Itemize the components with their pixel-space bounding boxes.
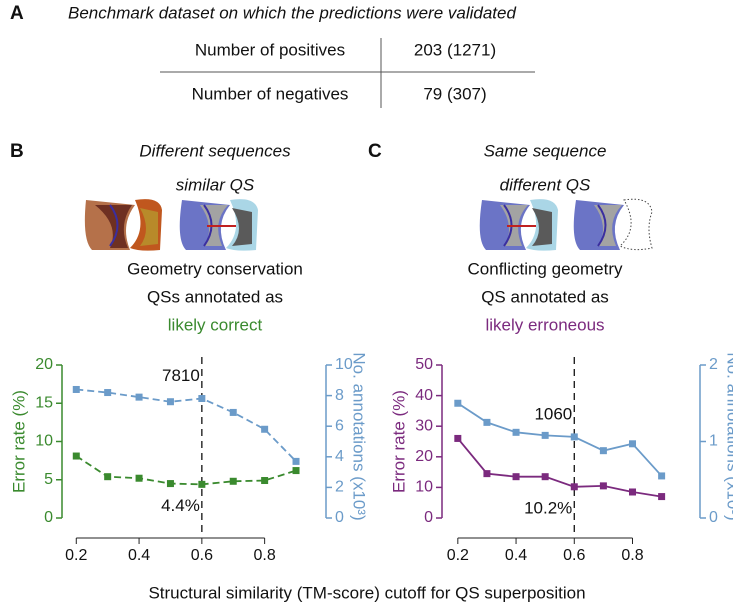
marker [512,473,520,481]
caption: QSs annotated as [147,287,283,306]
marker [483,418,491,426]
y-axis-title: Error rate (%) [9,390,28,493]
marker [454,399,462,407]
marker [629,440,637,448]
x-tick-label: 0.4 [505,547,527,564]
table-cell: Number of negatives [192,84,349,103]
x-tick-label: 0.2 [447,547,469,564]
y2-tick-label: 2 [709,356,718,373]
heading: Same sequence [484,141,607,160]
marker [599,482,607,490]
annotation: 1060 [534,404,572,423]
marker [229,477,237,485]
y2-tick-label: 6 [335,417,344,434]
marker [229,408,237,416]
marker [261,477,269,485]
marker [166,398,174,406]
caption: Conflicting geometry [468,259,623,278]
marker [629,488,637,496]
marker [198,480,206,488]
annotation: 4.4% [161,496,200,515]
marker [292,467,300,475]
y2-tick-label: 2 [335,479,344,496]
heading: similar QS [176,175,255,194]
icon [84,199,258,251]
y-tick-label: 10 [415,479,433,496]
marker [570,433,578,441]
x-tick-label: 0.6 [563,547,585,564]
y-tick-label: 0 [44,509,53,526]
x-tick-label: 0.6 [191,547,213,564]
y2-tick-label: 8 [335,387,344,404]
y2-axis-title: No. annotations (x10³) [350,352,369,520]
y-tick-label: 30 [415,417,433,434]
marker [541,473,549,481]
verdict: likely correct [168,315,263,334]
marker [541,431,549,439]
x-axis-title: Structural similarity (TM-score) cutoff … [148,583,585,602]
marker [261,425,269,433]
x-tick-label: 0.8 [621,547,643,564]
series-line [457,402,663,477]
marker [454,434,462,442]
table-cell: 79 (307) [423,84,486,103]
caption: Geometry conservation [127,259,303,278]
marker [599,447,607,455]
verdict: likely erroneous [485,315,604,334]
marker [570,483,578,491]
table-cell: 203 (1271) [414,40,496,59]
marker [104,473,112,481]
y-tick-label: 40 [415,387,433,404]
annotation: 10.2% [524,498,572,517]
marker [658,493,666,501]
y-tick-label: 0 [424,509,433,526]
x-tick-label: 0.4 [128,547,150,564]
marker [166,480,174,488]
y-tick-label: 20 [35,356,53,373]
table-title: Benchmark dataset on which the predictio… [68,3,516,22]
y2-tick-label: 0 [335,509,344,526]
marker [483,470,491,478]
marker [135,474,143,482]
marker [658,472,666,480]
annotation: 7810 [162,366,200,385]
panel-letter: A [10,3,24,24]
y-tick-label: 50 [415,356,433,373]
icon [479,198,653,251]
series-line [75,455,297,486]
heading: Different sequences [139,141,291,160]
y2-tick-label: 0 [709,509,718,526]
y-tick-label: 20 [415,448,433,465]
x-tick-label: 0.8 [254,547,276,564]
caption: QS annotated as [481,287,609,306]
y2-tick-label: 10 [335,356,353,373]
series-line [457,437,662,498]
y-tick-label: 5 [44,471,53,488]
panel-letter: B [10,141,24,162]
series-line [76,388,297,463]
y2-tick-label: 4 [335,448,344,465]
y2-tick-label: 1 [709,433,718,450]
marker [135,393,143,401]
panel-letter: C [368,141,382,162]
marker [72,385,80,393]
marker [198,395,206,403]
y-axis-title: Error rate (%) [389,390,408,493]
y-tick-label: 15 [35,394,53,411]
x-tick-label: 0.2 [65,547,87,564]
marker [292,457,300,465]
heading: different QS [500,175,591,194]
y2-axis-title: No. annotations (x10³) [724,352,733,520]
y-tick-label: 10 [35,433,53,450]
marker [72,452,80,460]
marker [512,428,520,436]
table-cell: Number of positives [195,40,345,59]
marker [104,389,112,397]
